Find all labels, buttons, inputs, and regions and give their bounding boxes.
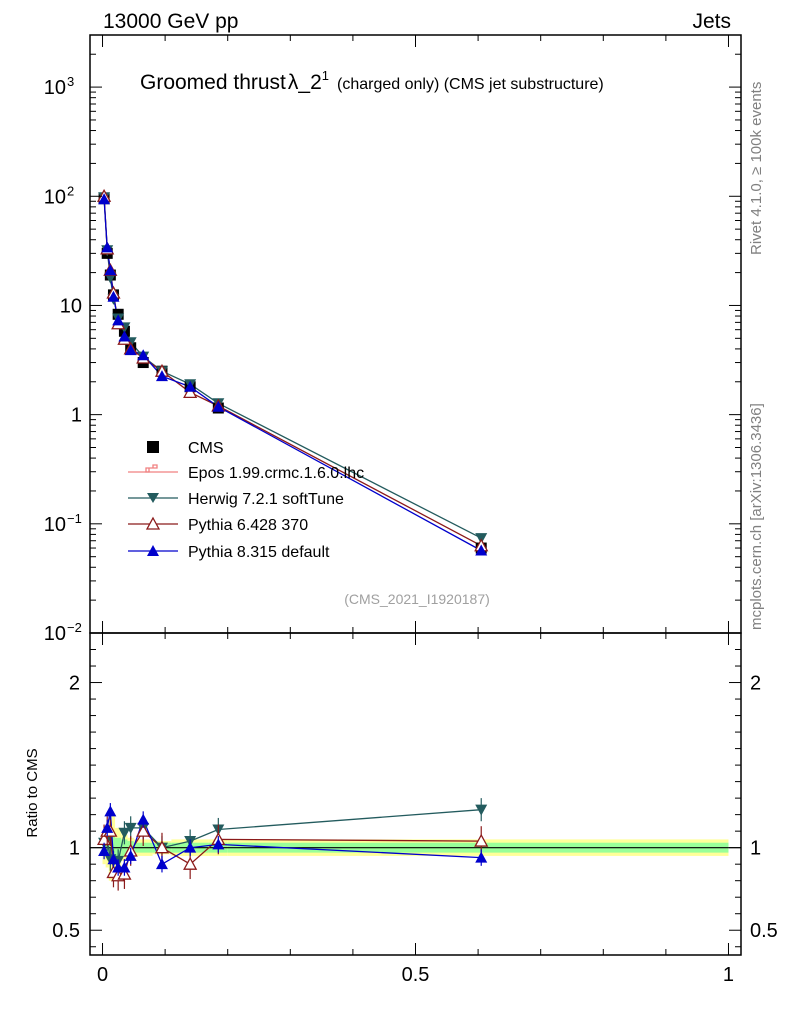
pythia8-point xyxy=(155,370,168,382)
pythia8-point xyxy=(124,344,137,356)
chart-title: Groomed thrustλ_21 (charged only) (CMS je… xyxy=(140,68,604,94)
herwig-ratio-point xyxy=(124,822,137,834)
ratio-tick-label-left: 1 xyxy=(69,838,80,860)
x-tick-label: 0 xyxy=(97,964,108,986)
pythia8-point xyxy=(98,193,111,205)
legend-pythia6-marker xyxy=(145,516,161,530)
pythia8-ratio-point xyxy=(184,841,197,853)
pythia6-ratio-point xyxy=(474,833,489,847)
header-left: 13000 GeV pp xyxy=(103,10,238,33)
pythia6-ratio-point xyxy=(183,856,198,870)
x-tick-label: 0.5 xyxy=(402,964,430,986)
rivet-label: Rivet 4.1.0, ≥ 100k events xyxy=(748,82,765,255)
legend: CMS Epos 1.99.crmc.1.6.0.lhc Herwig 7.2.… xyxy=(128,440,364,561)
y-tick-label: 10 xyxy=(44,186,66,208)
title-lambda: λ_2 xyxy=(288,71,322,94)
data-markers xyxy=(96,188,489,891)
y-tick-exponent: −2 xyxy=(67,620,82,635)
pythia8-point xyxy=(137,349,150,361)
legend-epos-marker xyxy=(145,464,158,473)
legend-pythia8-marker xyxy=(147,545,159,556)
legend-herwig-marker xyxy=(147,493,159,503)
y-tick-label: 1 xyxy=(71,405,82,427)
legend-pythia8-label: Pythia 8.315 default xyxy=(188,544,330,561)
y-tick-label: 10 xyxy=(60,295,82,317)
pythia8-ratio-point xyxy=(101,821,114,833)
title-suffix: (charged only) (CMS jet substructure) xyxy=(337,76,604,93)
series-lines xyxy=(103,196,482,877)
pythia8-point xyxy=(101,241,114,253)
ratio-tick-label-left: 2 xyxy=(69,673,80,695)
herwig-ratio-point xyxy=(118,827,131,839)
legend-herwig-label: Herwig 7.2.1 softTune xyxy=(188,491,344,508)
pythia8-ratio-point xyxy=(155,858,168,870)
ratio-ylabel: Ratio to CMS xyxy=(24,748,41,837)
ratio-tick-label-right: 1 xyxy=(750,838,761,860)
pythia8-point xyxy=(212,400,225,412)
pythia6-ratio-point xyxy=(136,823,151,837)
header-right: Jets xyxy=(692,10,731,33)
pythia8-ratio-point xyxy=(124,849,137,861)
analysis-watermark: (CMS_2021_I1920187) xyxy=(344,591,490,607)
pythia8-ratio-point xyxy=(104,805,117,817)
pythia8-point xyxy=(475,544,488,556)
pythia8-ratio-point xyxy=(475,851,488,863)
y-tick-label: 10 xyxy=(44,77,66,99)
pythia8-ratio-point xyxy=(118,861,131,873)
ratio-plot-frame xyxy=(89,632,742,956)
y-tick-exponent: 2 xyxy=(67,183,74,198)
pythia8-point xyxy=(107,290,120,302)
legend-cms-marker xyxy=(147,441,159,453)
pythia8-ratio-point xyxy=(137,813,150,825)
pythia8-ratio-point xyxy=(212,838,225,850)
y-tick-label: 10 xyxy=(44,514,66,536)
pythia8-point xyxy=(184,380,197,392)
pythia8-point xyxy=(118,330,131,342)
legend-pythia6-label: Pythia 6.428 370 xyxy=(188,517,308,534)
pythia8-ratio-point xyxy=(98,844,111,856)
x-tick-label: 1 xyxy=(723,964,734,986)
pythia6-point xyxy=(183,384,198,399)
y-tick-label: 10 xyxy=(44,623,66,645)
legend-epos-label: Epos 1.99.crmc.1.6.0.lhc xyxy=(188,465,364,482)
y-tick-exponent: −1 xyxy=(67,511,82,526)
pythia8-ratio-point xyxy=(107,853,120,865)
pythia8-point xyxy=(104,264,117,276)
herwig-ratio-point xyxy=(475,804,488,816)
pythia8-point xyxy=(112,314,125,326)
title-superscript: 1 xyxy=(322,68,329,83)
pythia6-ratio-point xyxy=(154,840,170,854)
legend-cms-label: CMS xyxy=(188,440,224,457)
ratio-tick-label-left: 0.5 xyxy=(52,920,80,942)
ratio-tick-label-right: 0.5 xyxy=(750,920,778,942)
y-tick-exponent: 3 xyxy=(67,74,74,89)
ratio-tick-label-right: 2 xyxy=(750,673,761,695)
title-main: Groomed thrust xyxy=(140,71,286,94)
mcplots-label: mcplots.cern.ch [arXiv:1306.3436] xyxy=(748,403,765,630)
axis-ticks xyxy=(90,34,741,955)
